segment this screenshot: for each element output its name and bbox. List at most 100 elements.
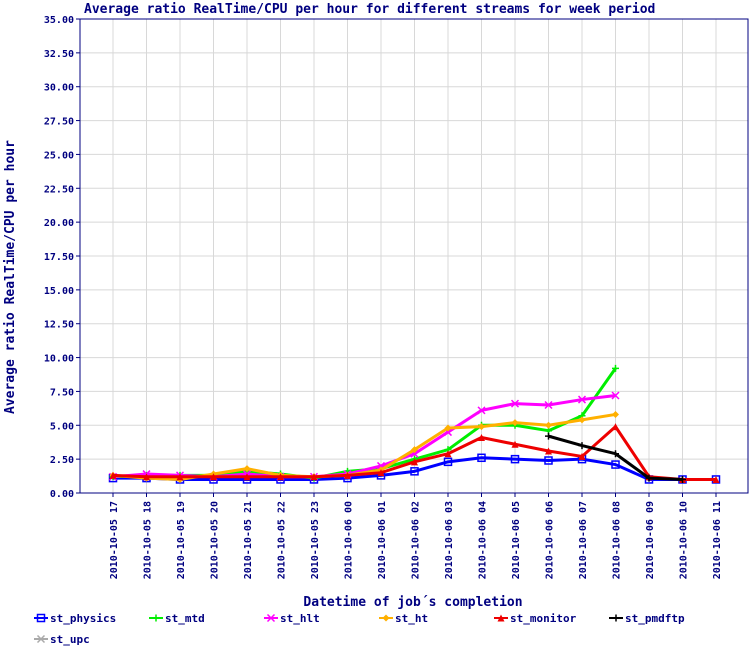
data-point-st_monitor <box>411 458 418 466</box>
legend-marker <box>152 614 160 622</box>
x-tick-label: 2010-10-05 20 <box>210 501 221 579</box>
data-point-st_hlt <box>477 406 486 415</box>
data-point-st_monitor <box>109 471 117 479</box>
legend-item-st_upc: st_upc <box>34 633 90 646</box>
x-tick-label: 2010-10-06 10 <box>679 501 690 579</box>
y-axis-label: Average ratio RealTime/CPU per hour <box>3 140 18 414</box>
legend-label: st_mtd <box>165 612 205 625</box>
y-tick-labels: 0.00 2.50 5.00 7.50 10.00 12.50 15.00 17.50 20.0… <box>44 15 74 500</box>
x-tick-label: 2010-10-06 08 <box>612 501 623 579</box>
y-tick-label: 25.00 <box>44 150 74 161</box>
x-tick-label: 2010-10-05 18 <box>143 501 154 579</box>
data-point-st_monitor <box>578 452 586 460</box>
y-tick-label: 27.50 <box>44 117 74 128</box>
x-tick-label: 2010-10-06 05 <box>511 501 522 579</box>
data-point-st_pmdftp <box>645 474 653 482</box>
data-point-st_physics <box>544 456 553 465</box>
data-point-st_physics <box>611 460 620 469</box>
x-tick-label: 2010-10-06 03 <box>444 501 455 579</box>
x-tick-labels: 2010-10-05 17 2010-10-05 18 2010-10-05 19 2… <box>109 501 723 579</box>
y-tick-label: 30.00 <box>44 83 74 94</box>
data-point-st_physics <box>477 453 486 463</box>
legend-item-st_pmdftp: st_pmdftp <box>609 612 685 625</box>
legend-label: st_ht <box>395 612 428 625</box>
x-tick-label: 2010-10-05 21 <box>243 501 254 579</box>
data-point-st_monitor <box>176 473 184 481</box>
x-tick-label: 2010-10-05 19 <box>176 501 187 579</box>
legend-item-st_physics: st_physics <box>34 612 116 625</box>
data-point-st_monitor <box>444 450 452 458</box>
data-point-st_pmdftp <box>612 450 619 458</box>
legend-label: st_hlt <box>280 612 320 625</box>
data-point-st_monitor <box>545 447 552 455</box>
x-tick-label: 2010-10-06 01 <box>377 501 388 579</box>
grid <box>80 18 748 493</box>
x-tick-label: 2010-10-06 06 <box>545 501 556 579</box>
data-point-st_ht <box>545 421 552 429</box>
data-point-st_pmdftp <box>545 432 552 440</box>
data-point-st_hlt <box>544 400 553 410</box>
data-point-st_ht <box>612 410 619 418</box>
legend-item-st_mtd: st_mtd <box>149 612 205 625</box>
legend: st_physics st_mtd st_hlt st_ht st_monitor st_… <box>34 612 685 646</box>
data-point-st_ht <box>578 416 586 424</box>
y-tick-label: 7.50 <box>50 387 74 398</box>
data-point-st_monitor <box>478 433 485 441</box>
data-point-st_monitor <box>712 475 720 483</box>
data-point-st_monitor <box>511 440 519 448</box>
y-tick-label: 20.00 <box>44 218 74 229</box>
series-st_hlt <box>108 391 620 481</box>
data-point-st_mtd <box>612 364 619 372</box>
data-point-st_hlt <box>577 395 587 404</box>
x-tick-label: 2010-10-06 00 <box>344 501 355 579</box>
y-tick-label: 2.50 <box>50 455 74 466</box>
plot-frame <box>79 18 749 494</box>
legend-marker <box>382 614 390 622</box>
x-tick-label: 2010-10-06 09 <box>645 501 656 579</box>
legend-item-st_ht: st_ht <box>379 612 428 625</box>
x-tick-label: 2010-10-05 17 <box>109 501 120 579</box>
series-line-st_hlt <box>112 394 616 479</box>
x-tick-label: 2010-10-06 02 <box>411 501 422 579</box>
x-tick-label: 2010-10-06 11 <box>712 501 723 579</box>
data-point-st_ht <box>411 446 418 454</box>
legend-marker <box>36 613 46 623</box>
data-point-st_monitor <box>277 473 284 481</box>
data-point-st_monitor <box>143 473 150 481</box>
data-point-st_monitor <box>344 471 351 479</box>
y-tick-label: 10.00 <box>44 354 74 365</box>
y-tick-label: 5.00 <box>50 421 74 432</box>
x-tick-label: 2010-10-06 07 <box>578 501 589 579</box>
legend-marker <box>36 634 46 644</box>
legend-label: st_monitor <box>510 612 577 625</box>
legend-marker <box>497 614 505 622</box>
data-point-st_monitor <box>612 423 619 431</box>
series-st_mtd <box>109 364 619 482</box>
series-st_monitor <box>109 423 720 483</box>
data-point-st_hlt <box>510 399 520 408</box>
legend-marker <box>612 614 620 622</box>
data-point-st_hlt <box>611 391 620 400</box>
legend-label: st_pmdftp <box>625 612 685 625</box>
y-tick-label: 15.00 <box>44 286 74 297</box>
data-point-st_monitor <box>310 473 318 481</box>
data-point-st_monitor <box>243 473 251 481</box>
x-tick-label: 2010-10-06 04 <box>478 501 489 579</box>
data-point-st_physics <box>510 454 520 464</box>
series-st_pmdftp <box>545 432 686 483</box>
data-point-st_ht <box>511 419 519 427</box>
data-point-st_physics <box>443 457 453 467</box>
data-point-st_ht <box>243 465 251 473</box>
series-lines <box>108 364 721 484</box>
x-axis-label: Datetime of job´s completion <box>303 595 522 610</box>
data-point-st_monitor <box>377 469 385 477</box>
x-tick-label: 2010-10-05 22 <box>277 501 288 579</box>
x-tick-label: 2010-10-05 23 <box>310 501 321 579</box>
y-tick-label: 0.00 <box>50 489 74 500</box>
chart-title: Average ratio RealTime/CPU per hour for … <box>84 2 655 17</box>
y-tick-label: 22.50 <box>44 184 74 195</box>
data-point-st_pmdftp <box>578 442 586 450</box>
data-point-st_monitor <box>210 473 217 481</box>
series-st_ht <box>109 410 619 483</box>
